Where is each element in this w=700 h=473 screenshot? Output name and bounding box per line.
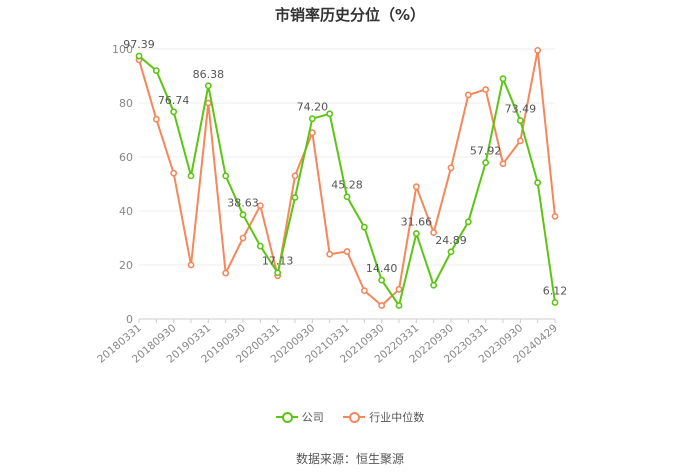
data-label: 31.66 — [401, 216, 433, 229]
data-label: 45.28 — [331, 179, 363, 192]
data-point-industry-median — [464, 91, 472, 99]
data-label: 74.20 — [297, 101, 329, 114]
data-point-company — [430, 281, 438, 289]
data-point-company — [360, 223, 368, 231]
data-point-company — [412, 230, 420, 237]
data-label: 76.74 — [158, 94, 190, 107]
data-point-industry-median — [534, 46, 542, 54]
y-tick-label: 80 — [119, 97, 133, 110]
legend-swatch-company — [275, 412, 298, 423]
data-point-company — [326, 110, 334, 118]
data-point-company — [551, 299, 559, 306]
data-label: 57.92 — [470, 145, 502, 158]
data-point-industry-median — [326, 250, 334, 258]
data-point-company — [187, 172, 195, 180]
data-point-company — [343, 193, 351, 201]
data-point-company — [239, 211, 247, 219]
data-label: 97.39 — [123, 38, 155, 51]
data-label: 73.49 — [505, 103, 537, 116]
data-point-company — [447, 248, 455, 256]
legend-label-industry-median: 行业中位数 — [369, 411, 425, 424]
data-point-industry-median — [551, 212, 559, 220]
data-point-industry-median — [360, 287, 368, 295]
data-label: 38.63 — [227, 197, 259, 210]
data-point-industry-median — [291, 172, 299, 180]
data-point-industry-median — [256, 202, 264, 209]
y-tick-label: 100 — [112, 43, 133, 56]
data-point-company — [274, 269, 282, 277]
data-point-industry-median — [499, 160, 507, 168]
data-point-company — [499, 75, 507, 83]
data-point-company — [222, 172, 230, 180]
data-point-company — [482, 159, 490, 167]
data-point-industry-median — [516, 137, 524, 145]
data-point-industry-median — [204, 99, 212, 107]
data-point-industry-median — [170, 169, 178, 177]
legend-label-company: 公司 — [301, 411, 324, 424]
y-tick-label: 20 — [119, 259, 133, 272]
data-label: 14.40 — [366, 262, 398, 275]
data-point-company — [170, 108, 178, 116]
data-point-company — [395, 302, 403, 309]
data-label: 24.89 — [435, 234, 467, 247]
legend-swatch-industry-median — [343, 412, 366, 423]
legend: 公司 行业中位数 — [0, 409, 700, 425]
data-point-industry-median — [187, 261, 195, 269]
data-point-company — [152, 67, 160, 74]
data-point-company — [464, 218, 472, 226]
y-tick-label: 40 — [119, 205, 133, 218]
data-point-industry-median — [152, 115, 160, 123]
data-point-industry-median — [343, 248, 351, 255]
data-point-company — [534, 179, 542, 187]
data-point-industry-median — [447, 164, 455, 172]
data-point-company — [291, 194, 299, 201]
data-point-industry-median — [412, 183, 420, 191]
data-point-industry-median — [482, 86, 490, 93]
y-tick-label: 60 — [119, 151, 133, 164]
legend-item-industry-median[interactable]: 行业中位数 — [343, 409, 424, 425]
data-point-industry-median — [395, 285, 403, 293]
data-point-company — [378, 276, 386, 284]
data-point-company — [204, 82, 212, 90]
data-point-company — [308, 115, 316, 123]
y-tick-label: 0 — [126, 313, 133, 326]
chart-title: 市销率历史分位（%） — [274, 6, 426, 24]
data-point-company — [135, 52, 143, 60]
data-label: 17.13 — [262, 255, 294, 268]
data-point-industry-median — [222, 269, 230, 277]
data-label: 6.12 — [543, 284, 568, 297]
data-point-company — [256, 242, 264, 250]
data-point-company — [516, 117, 524, 124]
data-point-industry-median — [239, 234, 247, 242]
data-label: 86.38 — [193, 68, 225, 81]
legend-item-company[interactable]: 公司 — [275, 409, 324, 425]
data-source: 数据来源：恒生聚源 — [295, 452, 404, 466]
data-point-industry-median — [378, 302, 386, 309]
data-point-industry-median — [430, 229, 438, 236]
